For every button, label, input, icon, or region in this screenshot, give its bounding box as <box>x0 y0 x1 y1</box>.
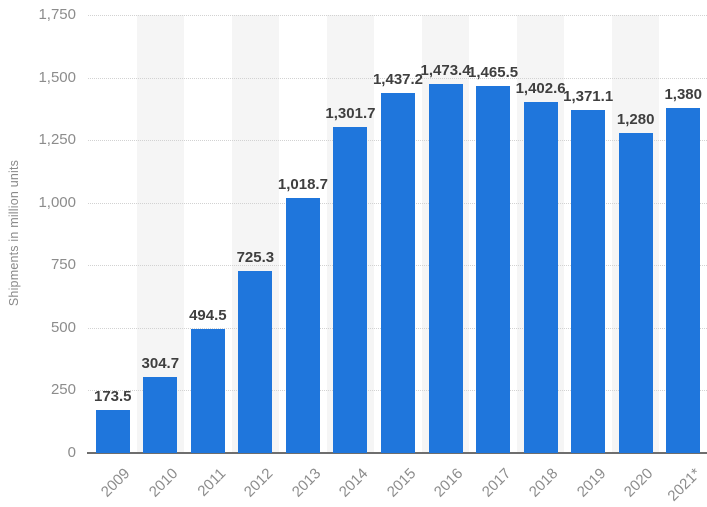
bar[interactable] <box>571 109 606 453</box>
bar-value-label: 1,473.4 <box>420 62 471 80</box>
y-tick-label: 1,500 <box>38 68 76 86</box>
bar[interactable] <box>523 101 558 453</box>
x-tick-label: 2018 <box>526 465 562 501</box>
x-tick-label: 2019 <box>573 465 610 501</box>
bar[interactable] <box>618 132 653 453</box>
x-tick-label: 2010 <box>145 465 182 501</box>
y-tick-label: 0 <box>67 444 76 461</box>
bar-value-label: 1,280 <box>616 110 655 128</box>
x-tick-label: 2009 <box>98 465 134 501</box>
bar[interactable] <box>666 107 701 453</box>
bar-value-label: 1,371.1 <box>563 87 614 105</box>
x-tick-label: 2017 <box>478 465 515 501</box>
x-tick-label: 2011 <box>194 465 229 500</box>
gridline <box>88 77 707 79</box>
y-tick-label: 1,750 <box>38 6 76 23</box>
x-tick-label: 2021* <box>664 465 705 505</box>
x-tick-label: 2015 <box>383 465 420 501</box>
bar-value-label: 1,465.5 <box>468 64 519 82</box>
bar[interactable] <box>381 93 415 453</box>
y-tick-label: 750 <box>50 256 76 274</box>
bar-value-label: 1,402.6 <box>515 79 566 97</box>
x-tick-label: 2013 <box>288 465 324 501</box>
bar-value-label: 304.7 <box>141 354 180 372</box>
bar-value-label: 1,437.2 <box>372 71 424 89</box>
bar[interactable] <box>333 127 368 453</box>
bar[interactable] <box>238 271 273 453</box>
y-axis-title: Shipments in million units <box>7 159 21 307</box>
y-tick-label: 1,250 <box>38 131 76 149</box>
bar[interactable] <box>285 198 320 453</box>
gridline <box>88 15 707 16</box>
bar-value-label: 1,018.7 <box>277 176 328 194</box>
y-tick-label: 500 <box>50 318 76 336</box>
bar[interactable] <box>143 376 178 453</box>
x-tick-label: 2012 <box>240 465 277 501</box>
y-tick-label: 1,000 <box>38 193 76 211</box>
bar-value-label: 725.3 <box>236 249 275 267</box>
x-tick-label: 2020 <box>621 465 657 501</box>
y-tick-label: 250 <box>50 381 76 399</box>
x-tick-label: 2014 <box>335 465 372 501</box>
bar-value-label: 1,380 <box>664 85 702 103</box>
x-axis-line <box>87 452 707 454</box>
bar[interactable] <box>428 84 463 453</box>
x-tick-label: 2016 <box>430 465 467 501</box>
bar-value-label: 1,301.7 <box>325 105 376 123</box>
bar[interactable] <box>95 409 130 453</box>
bar-value-label: 494.5 <box>189 307 227 325</box>
bar[interactable] <box>190 329 225 453</box>
bar[interactable] <box>476 86 511 453</box>
bar-value-label: 173.5 <box>93 387 132 405</box>
